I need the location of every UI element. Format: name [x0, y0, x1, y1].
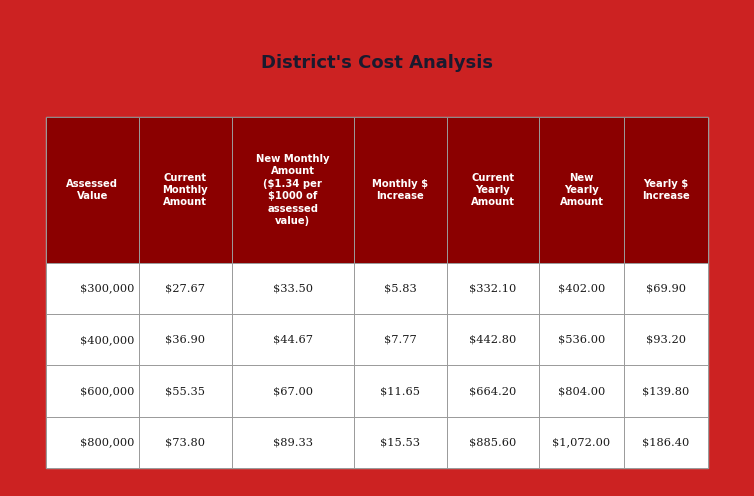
Text: $33.50: $33.50 — [273, 284, 313, 294]
Text: $93.20: $93.20 — [645, 335, 686, 345]
Text: $15.53: $15.53 — [380, 437, 420, 447]
Bar — [354, 314, 446, 366]
Text: $69.90: $69.90 — [645, 284, 686, 294]
Text: $536.00: $536.00 — [558, 335, 605, 345]
Text: Yearly $
Increase: Yearly $ Increase — [642, 179, 690, 201]
Bar — [231, 314, 354, 366]
Bar — [354, 118, 446, 263]
Bar — [231, 417, 354, 468]
Text: Assessed
Value: Assessed Value — [66, 179, 118, 201]
Bar — [46, 314, 139, 366]
Text: New
Yearly
Amount: New Yearly Amount — [559, 173, 603, 207]
Bar — [446, 314, 539, 366]
Bar — [354, 263, 446, 314]
Text: $73.80: $73.80 — [165, 437, 205, 447]
Bar — [46, 366, 139, 417]
Bar — [446, 263, 539, 314]
Bar — [231, 118, 354, 263]
Text: Current
Yearly
Amount: Current Yearly Amount — [471, 173, 515, 207]
Text: $67.00: $67.00 — [273, 386, 313, 396]
Bar — [624, 263, 708, 314]
Bar — [139, 366, 231, 417]
Text: $5.83: $5.83 — [384, 284, 416, 294]
Bar — [46, 263, 139, 314]
Bar — [354, 366, 446, 417]
Text: $44.67: $44.67 — [273, 335, 313, 345]
Bar — [446, 417, 539, 468]
Text: $11.65: $11.65 — [380, 386, 420, 396]
Bar — [139, 314, 231, 366]
Text: $800,000: $800,000 — [80, 437, 134, 447]
Bar — [624, 118, 708, 263]
Bar — [446, 118, 539, 263]
Text: $885.60: $885.60 — [469, 437, 516, 447]
Text: $27.67: $27.67 — [165, 284, 205, 294]
Bar — [539, 314, 624, 366]
Bar — [624, 314, 708, 366]
Text: $139.80: $139.80 — [642, 386, 689, 396]
Bar — [231, 263, 354, 314]
Text: $442.80: $442.80 — [469, 335, 516, 345]
Text: New Monthly
Amount
($1.34 per
$1000 of
assessed
value): New Monthly Amount ($1.34 per $1000 of a… — [256, 154, 329, 226]
Text: $55.35: $55.35 — [165, 386, 205, 396]
Text: $300,000: $300,000 — [80, 284, 134, 294]
Bar — [231, 366, 354, 417]
Text: $89.33: $89.33 — [273, 437, 313, 447]
Text: $402.00: $402.00 — [558, 284, 605, 294]
Bar — [139, 263, 231, 314]
Bar — [46, 417, 139, 468]
Text: District's Cost Analysis: District's Cost Analysis — [261, 54, 493, 72]
Text: $664.20: $664.20 — [469, 386, 516, 396]
Bar — [354, 417, 446, 468]
Bar — [624, 366, 708, 417]
Bar — [539, 263, 624, 314]
Text: $186.40: $186.40 — [642, 437, 689, 447]
Text: Monthly $
Increase: Monthly $ Increase — [372, 179, 428, 201]
Text: $804.00: $804.00 — [558, 386, 605, 396]
Bar — [624, 417, 708, 468]
Text: $332.10: $332.10 — [469, 284, 516, 294]
Text: $7.77: $7.77 — [384, 335, 416, 345]
Bar — [539, 417, 624, 468]
Text: $400,000: $400,000 — [80, 335, 134, 345]
Bar — [139, 118, 231, 263]
Bar — [446, 366, 539, 417]
Bar — [539, 366, 624, 417]
Bar — [139, 417, 231, 468]
Text: $1,072.00: $1,072.00 — [553, 437, 611, 447]
Bar — [46, 118, 139, 263]
Text: Current
Monthly
Amount: Current Monthly Amount — [162, 173, 208, 207]
Text: $36.90: $36.90 — [165, 335, 205, 345]
Bar — [539, 118, 624, 263]
Text: $600,000: $600,000 — [80, 386, 134, 396]
